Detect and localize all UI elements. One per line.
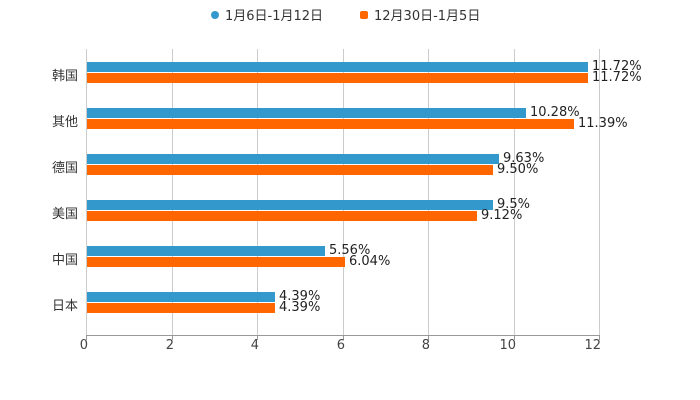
x-tick [86, 335, 87, 340]
bar-series-1[interactable] [87, 292, 275, 302]
bar-series-1[interactable] [87, 62, 588, 72]
legend-circle-icon [211, 10, 219, 19]
x-tick-label: 8 [421, 338, 430, 353]
category-label: 日本 [51, 299, 78, 314]
bar-value-label: 9.63% [503, 151, 545, 166]
y-axis-line [86, 49, 87, 335]
legend-label: 1月6日-1月12日 [225, 9, 324, 24]
bar-series-2[interactable] [87, 165, 493, 175]
bar-value-label: 9.12% [481, 208, 523, 223]
bar-value-label: 11.39% [578, 116, 628, 131]
bar-series-1[interactable] [87, 154, 499, 164]
bar-value-label: 4.39% [279, 300, 321, 315]
gridline [428, 49, 429, 335]
category-label: 其他 [51, 115, 78, 130]
legend-item-series-1[interactable]: 1月6日-1月12日 [211, 5, 323, 24]
category-label: 德国 [51, 161, 78, 176]
x-tick-label: 12 [584, 338, 601, 353]
legend-label: 12月30日-1月5日 [374, 9, 481, 24]
bar-value-label: 11.72% [592, 70, 642, 85]
bar-series-1[interactable] [87, 108, 526, 118]
x-axis-line [86, 335, 600, 336]
category-label: 美国 [51, 207, 78, 222]
x-tick [172, 335, 173, 340]
bar-value-label: 9.50% [497, 162, 539, 177]
bar-series-2[interactable] [87, 257, 345, 267]
x-tick [343, 335, 344, 340]
x-tick-label: 10 [499, 338, 516, 353]
bar-value-label: 11.72% [592, 59, 642, 74]
x-tick-label: 2 [165, 338, 174, 353]
gridline [343, 49, 344, 335]
bar-series-2[interactable] [87, 303, 275, 313]
bar-series-2[interactable] [87, 73, 588, 83]
legend-item-series-2[interactable]: 12月30日-1月5日 [360, 5, 480, 24]
bar-value-label: 4.39% [279, 289, 321, 304]
x-tick [257, 335, 258, 340]
legend-square-icon [360, 10, 368, 19]
x-tick-label: 0 [79, 338, 88, 353]
x-tick [514, 335, 515, 340]
category-label: 中国 [51, 253, 78, 268]
bar-value-label: 9.5% [497, 197, 531, 212]
gridline [172, 49, 173, 335]
gridline [599, 49, 600, 335]
bar-value-label: 10.28% [530, 105, 580, 120]
bar-value-label: 6.04% [349, 254, 391, 269]
chart-legend: 1月6日-1月12日 12月30日-1月5日 [0, 5, 700, 24]
bar-series-2[interactable] [87, 211, 477, 221]
gridline [257, 49, 258, 335]
x-tick-label: 4 [250, 338, 259, 353]
bar-value-label: 5.56% [329, 243, 371, 258]
x-tick [599, 335, 600, 340]
bar-series-1[interactable] [87, 246, 325, 256]
bar-series-2[interactable] [87, 119, 574, 129]
x-tick [428, 335, 429, 340]
bar-series-1[interactable] [87, 200, 493, 210]
x-tick-label: 6 [336, 338, 345, 353]
gridline [514, 49, 515, 335]
category-label: 韩国 [51, 69, 78, 84]
